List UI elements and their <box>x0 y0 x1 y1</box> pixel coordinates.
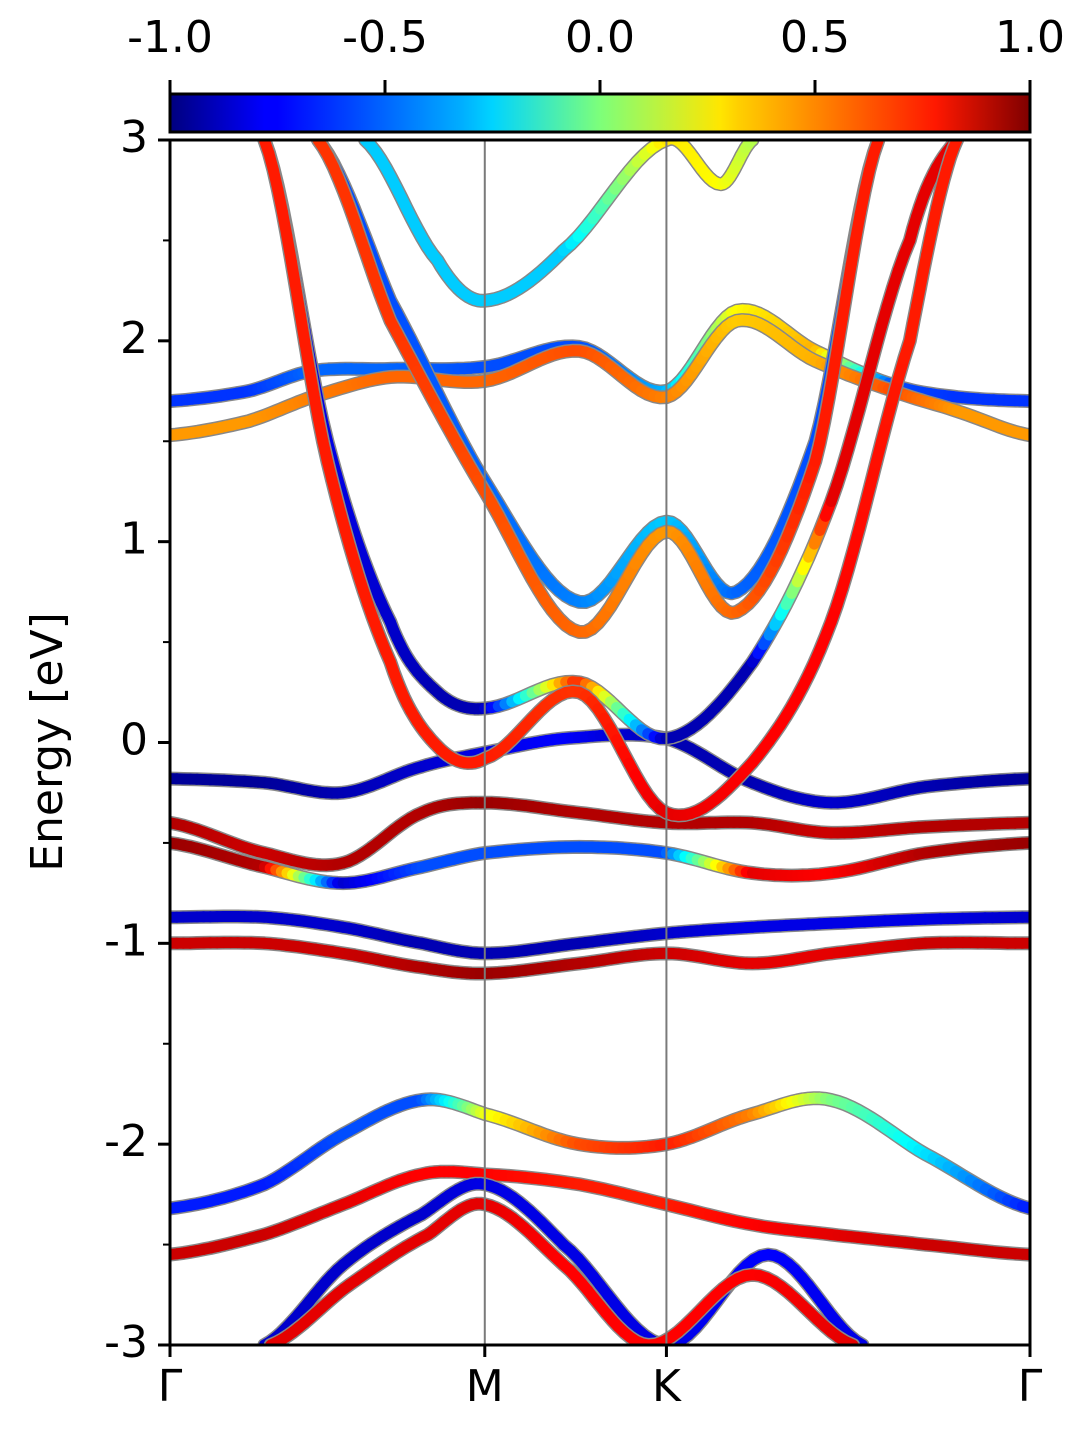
band-3 <box>170 835 1030 891</box>
band-7 <box>170 1164 1030 1262</box>
band-4 <box>170 909 1030 961</box>
y-tick-label: 1 <box>120 514 148 565</box>
bands-layer <box>170 140 1030 1345</box>
y-axis-label: Energy [eV] <box>22 612 73 872</box>
y-tick-label: -3 <box>104 1317 148 1368</box>
x-tick-label: K <box>652 1361 682 1412</box>
y-axis-ticks: -3 -2 -1 0 1 2 3 <box>104 112 170 1368</box>
band-6 <box>170 1091 1030 1216</box>
high-symmetry-lines <box>483 140 668 1345</box>
band-14 <box>358 140 760 308</box>
y-tick-label: -1 <box>104 915 148 966</box>
y-tick-label: 0 <box>120 715 148 766</box>
colorbar-tick-label: 0.5 <box>780 12 850 63</box>
y-tick-label: 2 <box>120 313 148 364</box>
colorbar-tick-label: -0.5 <box>342 12 428 63</box>
band-11 <box>257 140 964 823</box>
band-5 <box>170 935 1030 981</box>
colorbar-tick-label: 1.0 <box>995 12 1065 63</box>
y-tick-label: -2 <box>104 1116 148 1167</box>
band-1 <box>170 727 1030 810</box>
band-13 <box>311 140 886 639</box>
x-tick-label: Γ <box>158 1361 183 1412</box>
colorbar-tick-label: 0.0 <box>565 12 635 63</box>
colorbar: -1.0 -0.5 0.0 0.5 1.0 <box>127 12 1065 134</box>
x-tick-label: Γ <box>1018 1361 1043 1412</box>
x-tick-label: M <box>466 1361 504 1412</box>
band-2 <box>170 795 1030 873</box>
y-tick-label: 3 <box>120 112 148 163</box>
colorbar-gradient <box>168 92 1032 134</box>
band-segment <box>868 140 884 159</box>
band-10 <box>257 140 964 746</box>
colorbar-ticks: -1.0 -0.5 0.0 0.5 1.0 <box>127 12 1065 94</box>
band-16 <box>263 1196 861 1345</box>
colorbar-tick-label: -1.0 <box>127 12 213 63</box>
